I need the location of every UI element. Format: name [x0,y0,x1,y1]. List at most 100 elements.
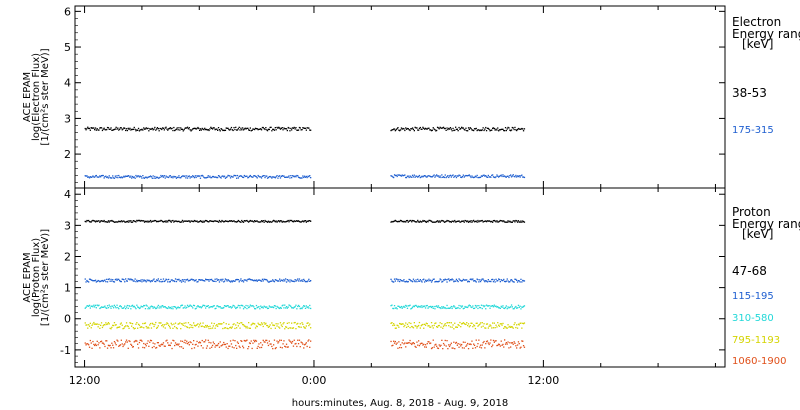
data-point [127,127,129,129]
data-point [269,280,271,283]
data-point [410,322,412,325]
data-point [247,305,249,307]
data-point [193,220,195,223]
data-point [229,306,231,308]
data-point [431,129,433,131]
data-point [180,128,183,130]
data-point [162,306,165,308]
data-point [392,221,394,223]
data-point [140,219,142,222]
data-point [245,304,247,307]
data-point [148,220,150,222]
data-point [176,127,178,129]
data-point [126,220,128,222]
data-point [442,325,445,327]
data-point [282,220,284,222]
data-point [94,344,96,347]
data-point [407,128,409,130]
data-point [295,342,297,345]
data-point [298,339,301,341]
data-point [482,325,484,327]
data-point [119,280,122,283]
data-point [444,127,446,130]
data-point [137,127,140,130]
data-point [286,346,288,348]
data-point [421,221,423,223]
data-point [278,220,280,222]
data-point [489,342,491,344]
data-point [175,327,178,329]
data-point [200,279,202,281]
data-point [476,129,478,132]
data-point [125,308,127,310]
data-point [138,341,141,344]
data-point [494,327,496,329]
data-point [156,346,158,349]
data-point [185,322,187,324]
data-point [197,126,199,129]
data-point [125,129,127,132]
data-point [469,325,471,327]
data-point [136,304,138,306]
data-point [434,344,436,346]
data-point [458,278,460,280]
data-point [240,322,242,324]
data-point [190,130,192,132]
data-point [249,342,251,345]
data-point [90,342,92,344]
data-point [405,280,408,282]
data-point [453,129,455,132]
data-point [163,306,165,308]
data-point [413,130,415,132]
data-point [191,347,193,350]
data-point [114,306,116,308]
data-point [443,127,446,130]
data-point [424,323,426,325]
data-point [217,342,220,345]
data-point [453,341,455,343]
data-point [486,305,489,307]
data-point [219,323,221,325]
data-point [218,129,221,131]
data-point [119,220,121,223]
data-point [121,307,123,309]
data-point [154,175,156,178]
data-point [143,279,146,281]
data-point [392,307,394,310]
data-point [403,343,405,345]
data-point [281,325,283,328]
data-point [457,307,459,309]
data-point [297,305,299,308]
data-point [419,220,421,222]
data-point [149,280,151,282]
data-point [516,281,519,283]
data-point [112,347,115,349]
data-point [232,129,234,132]
data-point [481,278,483,280]
data-point [414,304,416,307]
data-point [297,278,299,280]
data-point [141,177,143,179]
data-point [414,221,416,223]
data-point [390,305,392,307]
data-point [466,175,468,177]
data-point [458,174,460,176]
data-point [267,176,270,179]
data-point [242,127,244,129]
data-point [199,306,202,308]
data-point [442,220,444,222]
data-point [465,127,467,129]
data-point [205,339,207,341]
data-point [144,308,147,310]
data-point [179,129,181,131]
data-point [254,280,257,282]
data-point [397,174,399,176]
data-point [219,176,221,178]
data-point [514,126,516,129]
data-point [116,279,118,281]
data-point [502,174,504,176]
data-point [505,221,507,223]
data-point [93,304,95,306]
data-point [129,340,131,343]
data-point [212,220,214,223]
